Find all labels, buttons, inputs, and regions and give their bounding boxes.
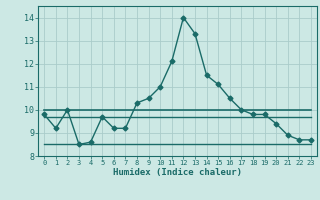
X-axis label: Humidex (Indice chaleur): Humidex (Indice chaleur) [113, 168, 242, 177]
